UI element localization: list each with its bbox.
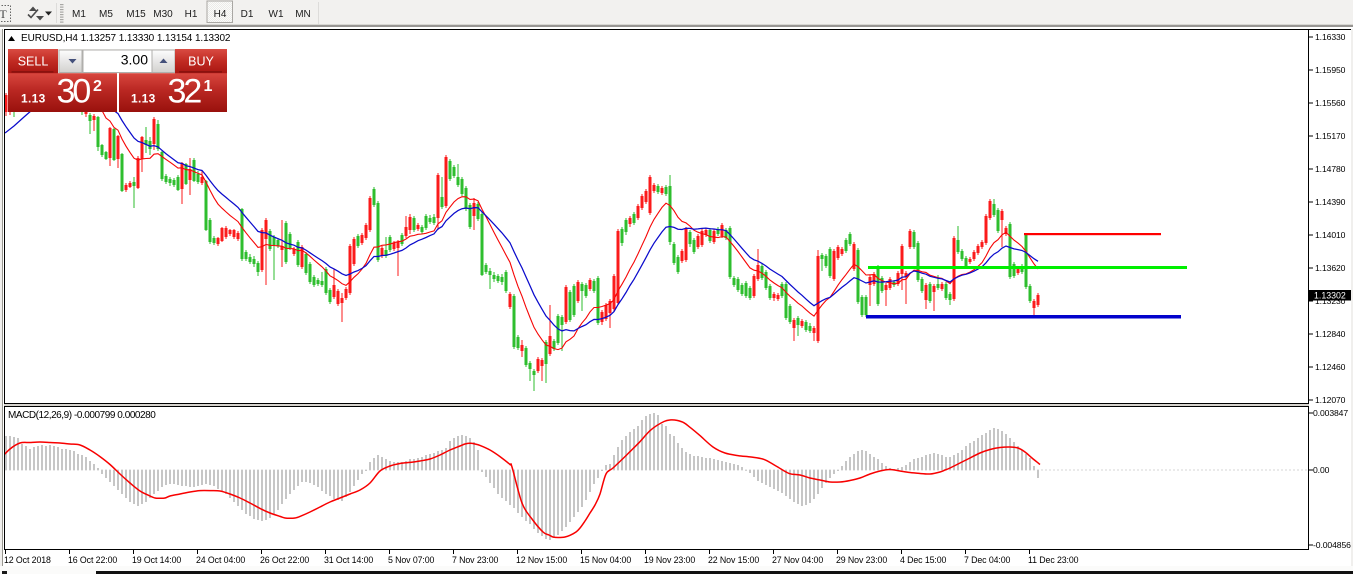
svg-text:1.15560: 1.15560 xyxy=(1315,98,1346,108)
svg-text:M1: M1 xyxy=(72,9,86,20)
svg-text:MACD(12,26,9) -0.000799 0.0002: MACD(12,26,9) -0.000799 0.000280 xyxy=(8,410,156,421)
svg-text:31 Oct 14:00: 31 Oct 14:00 xyxy=(324,555,373,565)
svg-text:12 Nov 15:00: 12 Nov 15:00 xyxy=(516,555,567,565)
svg-text:30: 30 xyxy=(57,73,91,111)
svg-text:H4: H4 xyxy=(214,9,227,20)
svg-text:1.15170: 1.15170 xyxy=(1315,131,1346,141)
svg-text:29 Nov 23:00: 29 Nov 23:00 xyxy=(836,555,887,565)
svg-text:BUY: BUY xyxy=(188,55,214,69)
svg-text:1.12840: 1.12840 xyxy=(1315,329,1346,339)
svg-text:M5: M5 xyxy=(99,9,113,20)
svg-text:7 Nov 23:00: 7 Nov 23:00 xyxy=(452,555,499,565)
svg-text:11 Dec 23:00: 11 Dec 23:00 xyxy=(1028,555,1079,565)
svg-text:16 Oct 22:00: 16 Oct 22:00 xyxy=(68,555,117,565)
svg-text:12 Oct 2018: 12 Oct 2018 xyxy=(4,555,51,565)
svg-text:27 Nov 04:00: 27 Nov 04:00 xyxy=(772,555,823,565)
svg-text:D1: D1 xyxy=(241,9,254,20)
svg-text:1.12460: 1.12460 xyxy=(1315,362,1346,372)
svg-text:19 Oct 14:00: 19 Oct 14:00 xyxy=(132,555,181,565)
svg-text:1.15950: 1.15950 xyxy=(1315,65,1346,75)
svg-text:1.14390: 1.14390 xyxy=(1315,197,1346,207)
svg-text:1.16330: 1.16330 xyxy=(1315,32,1346,42)
svg-text:5 Nov 07:00: 5 Nov 07:00 xyxy=(388,555,435,565)
svg-text:T: T xyxy=(0,7,7,21)
svg-text:1.13302: 1.13302 xyxy=(1314,291,1346,301)
svg-text:EURUSD,H4 1.13257 1.13330 1.1: EURUSD,H4 1.13257 1.13330 1.13154 1.1330… xyxy=(21,33,231,44)
svg-text:H1: H1 xyxy=(185,9,198,20)
svg-text:M30: M30 xyxy=(153,9,173,20)
svg-text:22 Nov 15:00: 22 Nov 15:00 xyxy=(708,555,759,565)
svg-text:1.13620: 1.13620 xyxy=(1315,263,1346,273)
svg-text:MN: MN xyxy=(295,9,311,20)
svg-text:15 Nov 04:00: 15 Nov 04:00 xyxy=(580,555,631,565)
svg-text:1.14780: 1.14780 xyxy=(1315,164,1346,174)
svg-text:32: 32 xyxy=(168,73,202,111)
svg-text:2: 2 xyxy=(93,78,102,95)
svg-text:-0.004856: -0.004856 xyxy=(1313,540,1351,550)
svg-text:1.13230: 1.13230 xyxy=(1315,296,1346,306)
svg-text:M15: M15 xyxy=(126,9,146,20)
svg-text:24 Oct 04:00: 24 Oct 04:00 xyxy=(196,555,245,565)
svg-text:19 Nov 23:00: 19 Nov 23:00 xyxy=(644,555,695,565)
svg-text:1.13: 1.13 xyxy=(21,92,46,106)
svg-text:0.003847: 0.003847 xyxy=(1313,408,1348,418)
svg-text:3.00: 3.00 xyxy=(121,52,148,68)
svg-text:1.13: 1.13 xyxy=(131,92,156,106)
svg-text:4 Dec 15:00: 4 Dec 15:00 xyxy=(900,555,947,565)
svg-text:SELL: SELL xyxy=(18,55,49,69)
svg-text:7 Dec 04:00: 7 Dec 04:00 xyxy=(964,555,1011,565)
svg-text:1.14010: 1.14010 xyxy=(1315,230,1346,240)
svg-text:26 Oct 22:00: 26 Oct 22:00 xyxy=(260,555,309,565)
svg-text:W1: W1 xyxy=(269,9,284,20)
svg-text:1.12070: 1.12070 xyxy=(1315,395,1346,405)
svg-text:1: 1 xyxy=(204,78,213,95)
svg-text:0.00: 0.00 xyxy=(1313,465,1330,475)
